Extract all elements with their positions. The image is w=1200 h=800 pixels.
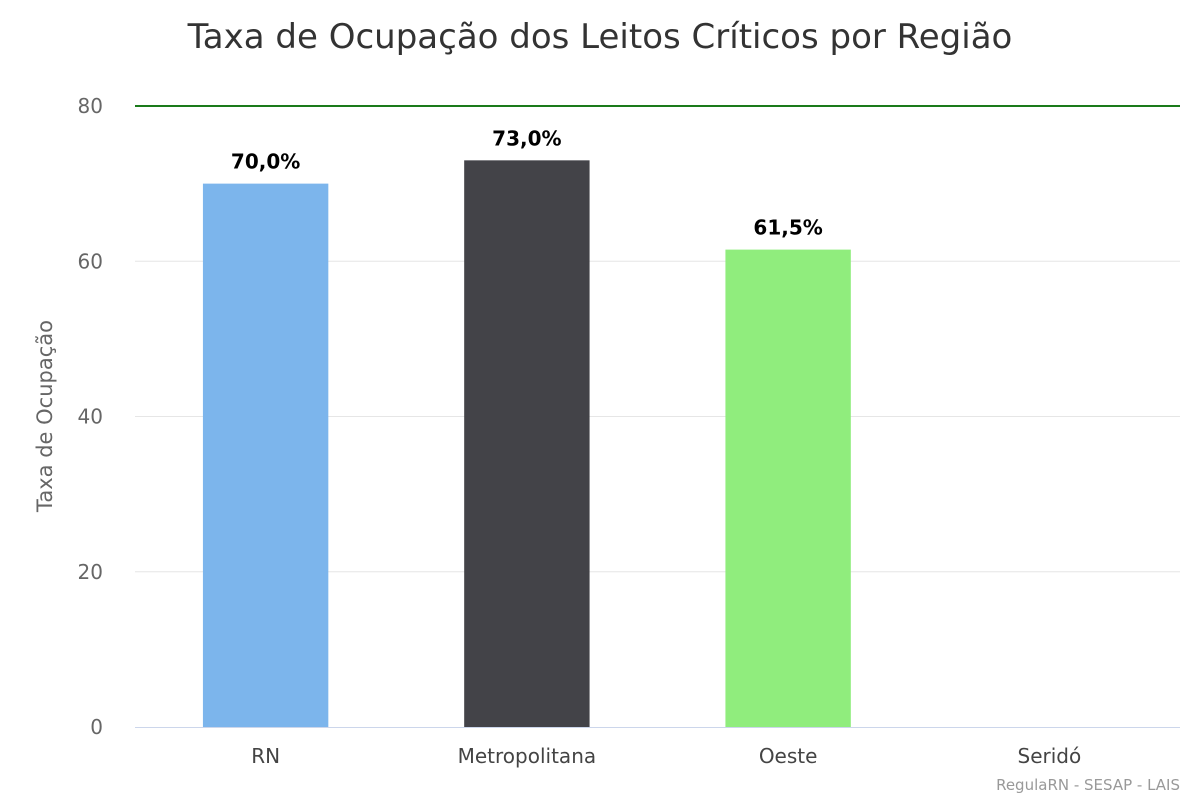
bar-rn	[202, 183, 329, 727]
bar-oeste	[725, 249, 851, 727]
bar-metropolitana	[464, 160, 590, 727]
x-tick-label: Seridó	[1018, 744, 1082, 768]
data-label: 70,0%	[231, 150, 300, 174]
data-label: 73,0%	[492, 126, 561, 150]
x-tick-label: RN	[251, 744, 280, 768]
x-tick-label: Oeste	[759, 744, 818, 768]
x-axis-ticks: RN Metropolitana Oeste Seridó	[251, 744, 1081, 768]
y-tick-label: 0	[90, 715, 103, 739]
data-label: 61,5%	[753, 216, 822, 240]
credits: RegulaRN - SESAP - LAIS	[996, 776, 1180, 794]
y-axis-ticks: 0 20 40 60 80	[78, 94, 103, 739]
chart-title: Taxa de Ocupação dos Leitos Críticos por…	[187, 17, 1013, 57]
y-tick-label: 60	[78, 249, 103, 273]
bars	[202, 160, 851, 727]
data-labels: 70,0% 73,0% 61,5%	[231, 126, 823, 239]
y-tick-label: 40	[78, 405, 103, 429]
y-tick-label: 20	[78, 560, 103, 584]
y-axis-label: Taxa de Ocupação	[33, 320, 57, 513]
y-tick-label: 80	[78, 94, 103, 118]
x-tick-label: Metropolitana	[458, 744, 597, 768]
